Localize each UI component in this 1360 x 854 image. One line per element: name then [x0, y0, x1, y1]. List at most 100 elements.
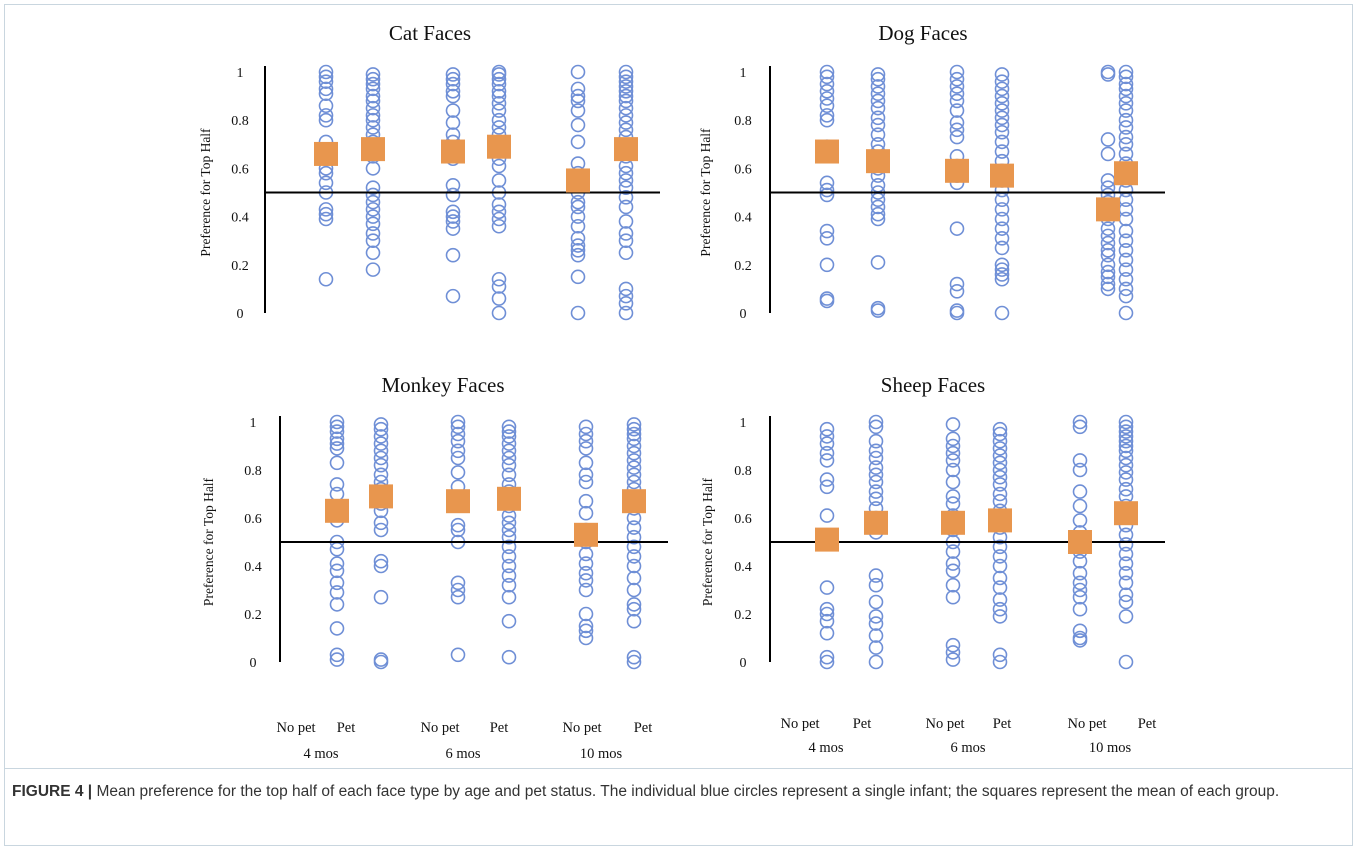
cat-faces-individual-point	[491, 218, 507, 234]
sheep-faces-group-label: No pet	[1067, 716, 1106, 732]
dog-faces-individual-point	[994, 305, 1010, 321]
dog-faces-individual-point	[1118, 64, 1134, 80]
sheep-faces-individual-point	[1118, 414, 1134, 430]
dog-faces-individual-point	[1100, 235, 1116, 251]
dog-faces-individual-point	[819, 223, 835, 239]
sheep-faces-individual-point	[945, 453, 961, 468]
cat-faces-chart-title: Cat Faces	[389, 21, 471, 45]
cat-faces-individual-point	[618, 165, 634, 181]
cat-faces-y-tick-label: 0.2	[231, 259, 249, 274]
sheep-faces-group-label: Pet	[993, 716, 1012, 732]
monkey-faces-y-axis-label: Preference for Top Half	[201, 477, 216, 606]
monkey-faces-chart-title: Monkey Faces	[381, 373, 504, 397]
sheep-faces-individual-point	[1072, 414, 1088, 430]
monkey-faces-individual-point	[329, 431, 345, 447]
monkey-faces-group-mean-marker	[574, 522, 598, 547]
monkey-faces-individual-point	[450, 517, 466, 533]
cat-faces-individual-point	[365, 112, 381, 128]
monkey-faces-individual-point	[501, 529, 517, 545]
dog-faces-individual-point	[870, 303, 886, 318]
cat-faces-individual-point	[365, 209, 381, 224]
monkey-faces-individual-point	[450, 522, 466, 538]
dog-faces-individual-point	[994, 144, 1010, 159]
cat-faces-individual-point	[570, 269, 586, 285]
cat-faces-group-mean-marker	[361, 137, 385, 162]
cat-faces-group-mean-marker	[441, 139, 465, 164]
dog-faces-individual-point	[994, 202, 1010, 217]
dog-faces-individual-point	[1100, 281, 1116, 297]
sheep-faces-individual-point	[868, 491, 884, 507]
dog-faces-individual-point	[1118, 69, 1134, 85]
sheep-faces-group-label: Pet	[853, 716, 872, 732]
sheep-faces-individual-point	[992, 609, 1008, 624]
dog-faces-individual-point	[994, 124, 1010, 140]
sheep-faces-individual-point	[868, 609, 884, 624]
cat-faces-individual-point	[491, 96, 507, 111]
monkey-faces-individual-point	[329, 621, 345, 636]
monkey-faces-individual-point	[578, 546, 594, 562]
sheep-faces-individual-point	[1072, 601, 1088, 617]
sheep-faces-individual-point	[1072, 565, 1088, 581]
dog-faces-individual-point	[994, 221, 1010, 236]
sheep-faces-individual-point	[945, 474, 961, 490]
sheep-faces-individual-point	[945, 577, 961, 593]
dog-faces-individual-point	[1100, 276, 1116, 292]
cat-faces-individual-point	[570, 93, 586, 109]
dog-faces-individual-point	[819, 76, 835, 92]
sheep-faces-individual-point	[945, 544, 961, 559]
dog-faces-individual-point	[1118, 88, 1134, 104]
cat-faces-group-label: No pet	[276, 720, 315, 736]
monkey-faces-individual-point	[626, 613, 642, 629]
cat-faces-individual-point	[365, 71, 381, 87]
sheep-faces-individual-point	[819, 654, 835, 670]
sheep-faces-individual-point	[819, 445, 835, 461]
monkey-faces-individual-point	[626, 649, 642, 665]
cat-faces-individual-point	[618, 296, 634, 311]
dog-faces-group-mean-marker	[945, 158, 969, 183]
dog-faces-individual-point	[819, 175, 835, 191]
sheep-faces-individual-point	[945, 645, 961, 660]
dog-faces-individual-point	[819, 69, 835, 85]
cat-faces-individual-point	[491, 88, 507, 104]
cat-faces-individual-point	[365, 216, 381, 232]
sheep-faces-individual-point	[1118, 594, 1134, 610]
cat-faces-individual-point	[618, 64, 634, 80]
cat-faces-individual-point	[570, 218, 586, 234]
monkey-faces-individual-point	[450, 575, 466, 591]
monkey-faces-individual-point	[626, 549, 642, 564]
monkey-faces-individual-point	[373, 467, 389, 483]
cat-faces-age-label: 6 mos	[445, 746, 480, 762]
figure-caption: FIGURE 4 | Mean preference for the top h…	[12, 780, 1342, 803]
monkey-faces-individual-point	[578, 623, 594, 639]
sheep-faces-individual-point	[992, 441, 1008, 456]
sheep-faces-individual-point	[1072, 513, 1088, 528]
cat-faces-individual-point	[570, 243, 586, 258]
monkey-faces-individual-point	[373, 417, 389, 432]
cat-faces-individual-point	[570, 103, 586, 118]
cat-faces-individual-point	[445, 288, 461, 304]
dog-faces-individual-point	[1100, 247, 1116, 263]
sheep-faces-individual-point	[945, 489, 961, 504]
dog-faces-individual-point	[994, 110, 1010, 126]
sheep-faces-y-tick-label: 1	[740, 416, 747, 431]
dog-faces-individual-point	[1100, 221, 1116, 236]
cat-faces-individual-point	[618, 281, 634, 297]
cat-faces-individual-point	[318, 206, 334, 222]
cat-faces-individual-point	[618, 74, 634, 89]
cat-faces-individual-point	[365, 245, 381, 261]
dog-faces-individual-point	[994, 262, 1010, 277]
monkey-faces-individual-point	[578, 573, 594, 588]
cat-faces-individual-point	[618, 305, 634, 321]
monkey-faces-individual-point	[450, 433, 466, 449]
sheep-faces-individual-point	[1072, 623, 1088, 639]
monkey-faces-individual-point	[329, 414, 345, 430]
monkey-faces-individual-point	[329, 647, 345, 663]
dog-faces-y-tick-label: 0.2	[734, 259, 752, 274]
dog-faces-individual-point	[1118, 129, 1134, 145]
sheep-faces-individual-point	[819, 472, 835, 487]
sheep-faces-individual-point	[1118, 609, 1134, 624]
dog-faces-individual-point	[949, 276, 965, 292]
monkey-faces-individual-point	[329, 436, 345, 451]
monkey-faces-individual-point	[626, 431, 642, 447]
monkey-faces-individual-point	[450, 647, 466, 663]
